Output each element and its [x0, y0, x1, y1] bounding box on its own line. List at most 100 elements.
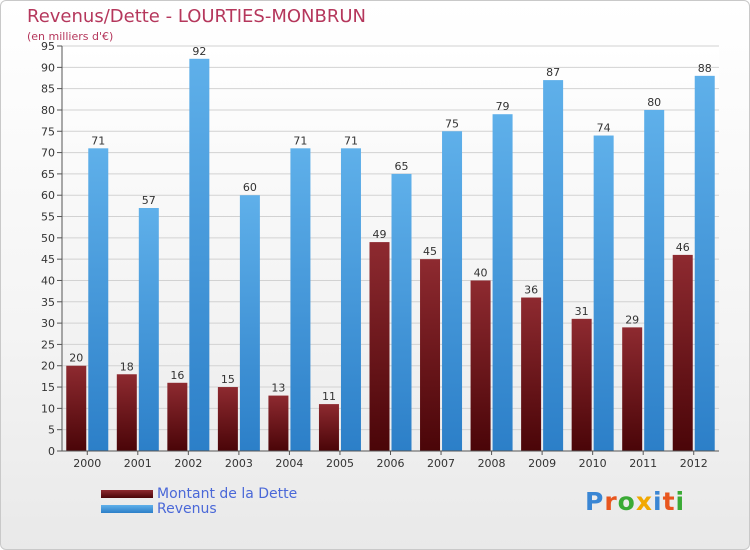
bar-dette	[66, 365, 87, 451]
bar-revenus	[593, 135, 614, 452]
bar-revenus	[88, 148, 109, 451]
legend-swatch-revenus	[101, 505, 153, 513]
x-tick-label: 2011	[629, 457, 657, 470]
value-label-revenus: 71	[344, 134, 358, 147]
bar-dette	[268, 395, 289, 451]
legend-label-dette: Montant de la Dette	[157, 486, 298, 502]
value-label-dette: 18	[120, 360, 134, 373]
logo-letter: i	[675, 487, 686, 516]
value-label-dette: 36	[524, 284, 538, 297]
x-tick-label: 2010	[579, 457, 607, 470]
bar-revenus	[492, 114, 513, 452]
value-label-dette: 13	[271, 382, 285, 395]
bar-revenus	[644, 109, 665, 452]
bar-dette	[622, 327, 643, 451]
value-label-dette: 49	[373, 228, 387, 241]
y-tick-label: 20	[41, 360, 55, 373]
value-label-dette: 11	[322, 390, 336, 403]
y-tick-label: 85	[41, 83, 55, 96]
chart-title: Revenus/Dette - LOURTIES-MONBRUN	[27, 6, 367, 27]
value-label-dette: 29	[625, 313, 639, 326]
legend-swatch-dette	[101, 490, 153, 498]
y-tick-label: 50	[41, 232, 55, 245]
x-tick-label: 2005	[326, 457, 354, 470]
bar-revenus	[391, 173, 412, 452]
bar-revenus	[189, 58, 210, 451]
x-tick-label: 2006	[377, 457, 405, 470]
x-tick-label: 2012	[680, 457, 708, 470]
bar-dette	[116, 374, 137, 451]
bar-dette	[369, 242, 390, 451]
value-label-dette: 45	[423, 245, 437, 258]
value-label-revenus: 65	[395, 160, 409, 173]
value-label-revenus: 71	[293, 134, 307, 147]
bar-revenus	[138, 208, 159, 451]
x-tick-label: 2008	[478, 457, 506, 470]
bar-revenus	[694, 75, 715, 451]
y-tick-label: 80	[41, 104, 55, 117]
bar-dette	[217, 387, 238, 451]
bar-revenus	[442, 131, 463, 451]
value-label-revenus: 74	[597, 122, 611, 135]
y-tick-label: 45	[41, 253, 55, 266]
x-tick-label: 2002	[174, 457, 202, 470]
y-tick-label: 30	[41, 317, 55, 330]
value-label-dette: 40	[474, 266, 488, 279]
value-label-revenus: 57	[142, 194, 156, 207]
x-tick-label: 2007	[427, 457, 455, 470]
bar-revenus	[290, 148, 311, 451]
y-tick-label: 40	[41, 274, 55, 287]
bar-dette	[167, 382, 188, 451]
logo-letter: x	[635, 487, 653, 516]
y-tick-label: 70	[41, 147, 55, 160]
bar-dette	[420, 259, 441, 451]
value-label-revenus: 92	[192, 45, 206, 58]
bar-revenus	[340, 148, 361, 451]
logo-letter: r	[604, 487, 618, 516]
value-label-dette: 16	[170, 369, 184, 382]
plot-area	[62, 46, 719, 451]
bar-dette	[571, 318, 592, 451]
value-label-revenus: 80	[647, 96, 661, 109]
value-label-revenus: 88	[698, 62, 712, 75]
value-label-revenus: 75	[445, 117, 459, 130]
y-tick-label: 5	[48, 424, 55, 437]
y-tick-label: 65	[41, 168, 55, 181]
y-tick-label: 15	[41, 381, 55, 394]
y-tick-label: 75	[41, 125, 55, 138]
x-tick-label: 2004	[275, 457, 303, 470]
bar-dette	[318, 404, 339, 451]
y-tick-label: 25	[41, 338, 55, 351]
bar-revenus	[543, 80, 564, 452]
legend-label-revenus: Revenus	[157, 501, 217, 517]
bar-dette	[521, 297, 542, 451]
bar-dette	[672, 254, 693, 451]
value-label-dette: 31	[575, 305, 589, 318]
chart-subtitle: (en milliers d'€)	[27, 30, 114, 43]
y-tick-label: 0	[48, 445, 55, 458]
value-label-revenus: 71	[91, 134, 105, 147]
value-label-revenus: 87	[546, 66, 560, 79]
logo-letter: o	[617, 487, 636, 516]
x-tick-label: 2001	[124, 457, 152, 470]
y-tick-label: 95	[41, 40, 55, 53]
y-tick-label: 35	[41, 296, 55, 309]
value-label-dette: 15	[221, 373, 235, 386]
logo-letter: i	[653, 487, 663, 516]
value-label-revenus: 79	[496, 100, 510, 113]
y-tick-label: 90	[41, 61, 55, 74]
proxiti-logo: Proxiti	[585, 487, 685, 516]
bar-revenus	[239, 195, 260, 451]
value-label-dette: 46	[676, 241, 690, 254]
logo-letter: P	[585, 487, 605, 516]
bar-dette	[470, 280, 491, 451]
x-tick-label: 2009	[528, 457, 556, 470]
logo-letter: t	[662, 487, 676, 516]
y-tick-label: 55	[41, 211, 55, 224]
x-tick-label: 2000	[73, 457, 101, 470]
value-label-dette: 20	[69, 352, 83, 365]
y-tick-label: 10	[41, 402, 55, 415]
x-tick-label: 2003	[225, 457, 253, 470]
